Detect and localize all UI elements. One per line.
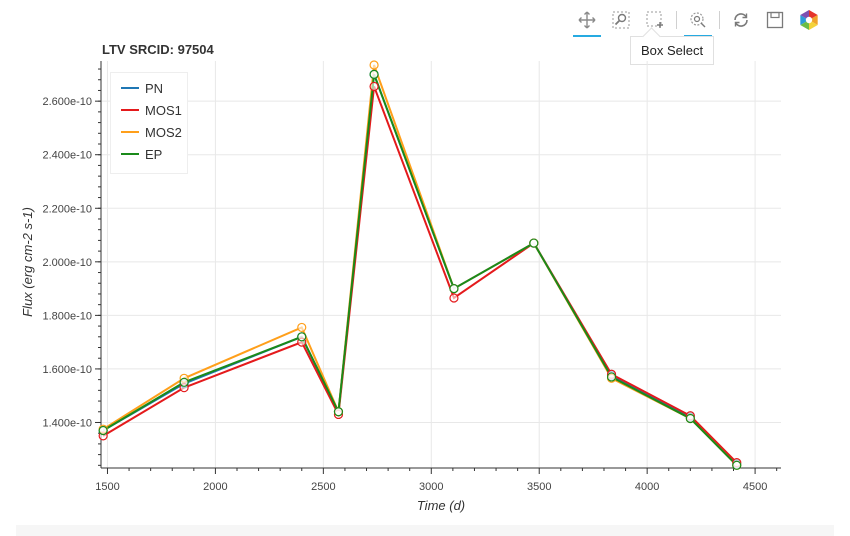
data-point-ep <box>732 460 742 470</box>
legend-swatch <box>121 87 139 89</box>
toolbar-separator <box>719 11 720 29</box>
x-tick-label: 4000 <box>635 481 659 493</box>
y-tick-label: 1.600e-10 <box>42 364 92 376</box>
reset-tool-button[interactable] <box>728 7 754 33</box>
series-line-mos2 <box>102 64 738 467</box>
series-line-pn <box>102 74 738 465</box>
data-point-ep <box>333 407 344 417</box>
legend-label: MOS1 <box>145 102 182 118</box>
y-tick-label: 2.000e-10 <box>42 257 92 269</box>
axes: 1500 2000 2500 3000 3500 4000 4500 1.400e-10 1.6… <box>42 61 781 493</box>
legend[interactable]: PN MOS1 MOS2 EP <box>110 72 188 174</box>
reset-tool-icon <box>734 13 748 27</box>
zoom-tool-icon <box>612 11 630 29</box>
data-point-mos2 <box>369 60 379 70</box>
legend-label: MOS2 <box>145 124 182 140</box>
bokeh-logo-link[interactable] <box>796 7 822 33</box>
legend-swatch <box>121 131 139 133</box>
save-tool-button[interactable] <box>762 7 788 33</box>
data-point-ep <box>297 332 307 342</box>
x-axis-label: Time (d) <box>417 498 465 513</box>
tooltip: Box Select <box>630 36 715 65</box>
series-line-ep <box>102 74 738 467</box>
series-group[interactable] <box>98 60 742 470</box>
bokeh-logo-icon <box>800 10 818 30</box>
box-select-tool-button[interactable] <box>642 7 668 33</box>
x-tick-label: 3500 <box>527 481 551 493</box>
y-tick-label: 2.400e-10 <box>42 150 92 162</box>
legend-swatch <box>121 153 139 155</box>
y-axis-label: Flux (erg cm-2 s-1) <box>20 207 35 317</box>
legend-swatch <box>121 109 139 111</box>
data-point-ep <box>369 69 379 79</box>
bottom-strip <box>16 525 834 536</box>
save-tool-icon <box>766 11 784 29</box>
legend-item-mos2[interactable]: MOS2 <box>111 121 187 143</box>
legend-item-pn[interactable]: PN <box>111 77 187 99</box>
hover-tool-icon <box>690 12 706 28</box>
data-point-ep <box>529 238 539 248</box>
legend-item-ep[interactable]: EP <box>111 143 187 165</box>
data-point-ep <box>98 425 108 436</box>
legend-label: PN <box>145 80 164 96</box>
y-tick-label: 2.600e-10 <box>42 96 92 108</box>
pan-tool-button[interactable] <box>573 7 601 37</box>
box-select-tool-icon <box>646 11 663 28</box>
legend-label: EP <box>145 146 163 162</box>
x-tick-label: 2000 <box>203 481 227 493</box>
data-point-ep <box>179 377 189 387</box>
data-point-ep <box>685 413 695 424</box>
data-point-ep <box>606 372 617 382</box>
legend-item-mos1[interactable]: MOS1 <box>111 99 187 121</box>
data-point-ep <box>449 283 459 294</box>
series-line-mos1 <box>102 86 738 464</box>
toolbar-separator <box>676 11 677 29</box>
chart-title: LTV SRCID: 97504 <box>102 42 214 57</box>
y-tick-label: 1.800e-10 <box>42 310 92 322</box>
zoom-tool-button[interactable] <box>608 7 634 33</box>
x-tick-label: 3000 <box>419 481 443 493</box>
data-point-mos2 <box>297 322 307 333</box>
data-point-mos1 <box>449 293 459 303</box>
x-tick-label: 2500 <box>311 481 335 493</box>
x-tick-label: 1500 <box>95 481 119 493</box>
y-tick-label: 1.400e-10 <box>42 417 92 429</box>
y-tick-label: 2.200e-10 <box>42 203 92 215</box>
data-point-mos1 <box>369 81 379 92</box>
x-tick-label: 4500 <box>743 481 767 493</box>
pan-tool-icon <box>578 11 596 29</box>
